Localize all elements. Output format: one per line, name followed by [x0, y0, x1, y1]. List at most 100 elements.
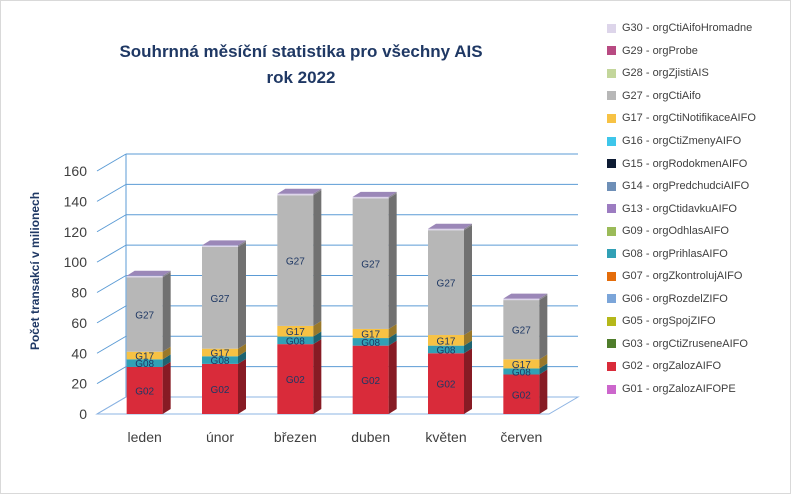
legend-label: G29 - orgProbe: [622, 44, 698, 57]
bar-segment: [503, 359, 540, 369]
y-tick-label: 0: [79, 406, 87, 422]
legend-label: G30 - orgCtiAifoHromadne: [622, 22, 753, 35]
data-label: G08: [437, 345, 456, 356]
legend-swatch: [607, 159, 616, 169]
bar-segment: [428, 353, 464, 414]
bar-side: [388, 191, 397, 199]
legend-swatch: [607, 91, 616, 101]
bar-segment: [277, 344, 314, 414]
legend-label: G07 - orgZkontrolujAIFO: [622, 270, 743, 283]
data-label: G08: [211, 356, 230, 367]
y-tick-label: 140: [64, 193, 88, 209]
bar-segment: [126, 359, 163, 367]
bar-side: [162, 272, 171, 352]
data-label: G27: [286, 257, 305, 268]
bar-segment: [503, 368, 540, 375]
data-label: G08: [135, 359, 154, 370]
bar-segment: [352, 196, 389, 199]
bar-side: [388, 193, 397, 329]
x-tick-label: únor: [206, 429, 234, 445]
bar-side: [464, 225, 472, 336]
data-label: G02: [286, 375, 305, 386]
chart-title: Souhrnná měsíční statistika pro všechny …: [91, 39, 511, 91]
legend-item: G14 - orgPredchudciAIFO: [607, 175, 787, 198]
legend-label: G27 - orgCtiAifo: [622, 89, 701, 102]
bar-side: [388, 340, 397, 414]
legend-swatch: [607, 271, 616, 281]
bar-segment: [277, 325, 314, 337]
bar-top: [126, 270, 171, 276]
bar-segment: [428, 345, 464, 354]
bar-segment: [277, 336, 314, 345]
bar-segment: [352, 345, 389, 414]
bar-segment: [428, 230, 464, 336]
data-label: G02: [361, 376, 380, 387]
bar-side: [313, 190, 322, 326]
legend-label: G16 - orgCtiZmenyAIFO: [622, 135, 742, 147]
bar-segment: [352, 328, 389, 339]
legend-label: G13 - orgCtidavkuAIFO: [622, 202, 737, 215]
data-label: G27: [361, 260, 380, 271]
bar-segment: [277, 193, 314, 196]
legend: G30 - orgCtiAifoHromadne G29 - orgProbe G2…: [607, 17, 787, 400]
bar-top: [352, 191, 397, 197]
bar-top: [503, 293, 548, 299]
bar-segment: [202, 356, 238, 364]
legend-item: G06 - orgRozdelZIFO: [607, 288, 787, 311]
bar-side: [238, 240, 246, 247]
legend-item: G09 - orgOdhlasAIFO: [607, 220, 787, 243]
gridline-connector: [96, 366, 127, 385]
legend-label: G05 - orgSpojZIFO: [622, 315, 716, 328]
x-tick-label: březen: [274, 429, 317, 445]
x-tick-label: duben: [351, 429, 390, 445]
legend-swatch: [607, 339, 616, 349]
data-label: G08: [361, 338, 380, 349]
legend-swatch: [607, 316, 616, 326]
legend-label: G01 - orgZalozAIFOPE: [622, 383, 736, 396]
legend-item: G17 - orgCtiNotifikaceAIFO: [607, 107, 787, 130]
y-tick-label: 120: [64, 224, 88, 240]
bar-segment: [126, 275, 163, 278]
bar-side: [238, 241, 246, 349]
legend-label: G02 - orgZalozAIFO: [622, 360, 722, 373]
x-tick-label: květen: [425, 429, 466, 445]
gridline-connector: [96, 183, 127, 202]
bar-segment: [277, 195, 314, 326]
bar-side: [464, 330, 472, 346]
bar-side: [539, 354, 548, 369]
legend-swatch: [607, 113, 616, 123]
bar-side: [539, 363, 548, 375]
y-tick-label: 80: [71, 285, 87, 301]
data-label: G17: [512, 360, 531, 371]
legend-swatch: [607, 249, 616, 259]
chart-title-line-2: rok 2022: [266, 68, 336, 87]
bar-side: [313, 188, 322, 196]
legend-swatch: [607, 68, 616, 78]
chart-title-line-1: Souhrnná měsíční statistika pro všechny …: [119, 42, 483, 61]
legend-item: G02 - orgZalozAIFO: [607, 355, 787, 378]
bar-side: [162, 346, 171, 360]
y-tick-label: 40: [71, 345, 87, 361]
gridline-connector: [96, 214, 127, 233]
bar-side: [162, 270, 171, 278]
bar-segment: [352, 198, 389, 329]
bar-segment: [202, 348, 238, 357]
y-tick-label: 60: [71, 315, 87, 331]
legend-swatch: [607, 136, 616, 146]
gridline-connector: [96, 153, 127, 172]
data-label: G02: [512, 390, 531, 401]
bar-segment: [126, 366, 163, 414]
bar-side: [539, 295, 548, 360]
legend-label: G06 - orgRozdelZIFO: [622, 292, 728, 305]
legend-item: G05 - orgSpojZIFO: [607, 310, 787, 333]
legend-label: G14 - orgPredchudciAIFO: [622, 180, 750, 193]
bar-top: [428, 223, 472, 229]
bar-segment: [503, 374, 540, 414]
bar-side: [238, 343, 246, 357]
legend-item: G01 - orgZalozAIFOPE: [607, 378, 787, 401]
data-label: G17: [211, 348, 230, 359]
legend-label: G03 - orgCtiZruseneAIFO: [622, 337, 748, 350]
y-tick-label: 20: [71, 376, 87, 392]
legend-item: G16 - orgCtiZmenyAIFO: [607, 130, 787, 153]
